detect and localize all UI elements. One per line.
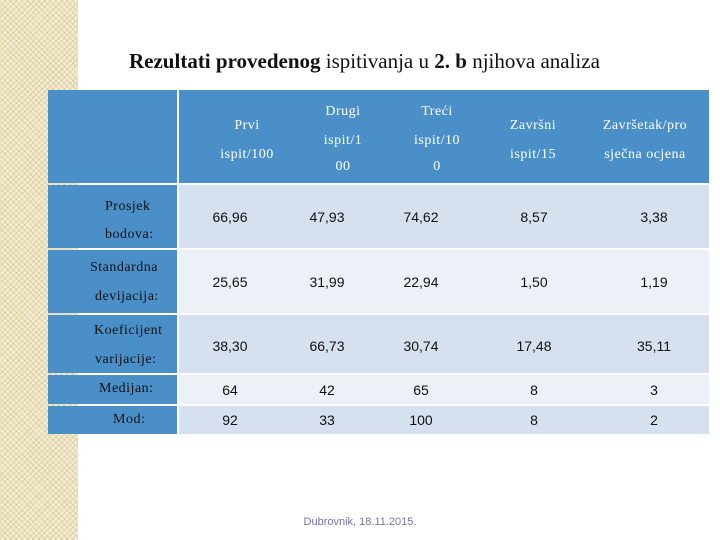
column-header-line: ispit/10 <box>413 133 460 148</box>
column-header-line: ispit/100 <box>220 147 274 162</box>
column-header-line: Prvi <box>234 118 260 133</box>
title-bold-part1: Rezultati provedenog <box>129 49 321 73</box>
table-cell: 17,48 <box>516 338 552 354</box>
column-header-treci: Treći ispit/10 0 <box>389 102 485 177</box>
table-cell: 25,65 <box>212 273 248 290</box>
column-header-line: Završni <box>509 118 557 133</box>
column-header-line: Završetak/pro <box>602 118 688 133</box>
table-cell: 31,99 <box>309 273 345 290</box>
table-header-row: Prvi ispit/100 Drugi ispit/1 00 Treći is… <box>179 90 709 183</box>
table-cell: 2 <box>650 412 658 428</box>
table-cell: 38,30 <box>212 338 248 354</box>
table-cell: 42 <box>319 381 335 398</box>
column-header-line: 00 <box>335 159 351 174</box>
column-header-drugi: Drugi ispit/1 00 <box>297 102 389 177</box>
row-label-line: Mod: <box>113 412 146 427</box>
table-row: 92 33 100 8 2 <box>179 406 709 434</box>
table-cell: 65 <box>413 381 429 398</box>
table-cell: 35,11 <box>637 338 671 354</box>
table-cell: 64 <box>222 381 238 398</box>
slide-title: Rezultati provedenog ispitivanja u 2. b … <box>129 49 600 74</box>
table-cell: 1,19 <box>640 273 668 290</box>
column-header-prvi: Prvi ispit/100 <box>199 116 295 165</box>
table-cell: 8 <box>530 381 538 398</box>
row-label-line: Standardna <box>90 260 158 275</box>
row-label-koeficijent: Koeficijent varijacije: <box>48 315 177 373</box>
row-label-line: Prosjek <box>105 199 151 214</box>
table-cell: 74,62 <box>403 208 439 225</box>
column-header-line: Drugi <box>325 104 361 119</box>
row-label-line: varijacije: <box>95 352 157 367</box>
column-header-zavrsni: Završni ispit/15 <box>489 116 577 165</box>
column-header-line: 0 <box>433 159 441 174</box>
row-label-line: bodova: <box>105 227 154 242</box>
table-row: 38,30 66,73 30,74 17,48 35,11 <box>179 315 709 373</box>
column-header-line: sječna ocjena <box>604 147 686 162</box>
row-label-medijan: Medijan: <box>48 375 177 404</box>
row-label-mod: Mod: <box>48 406 177 434</box>
row-label-line: devijacija: <box>95 289 159 304</box>
table-cell: 92 <box>222 412 238 428</box>
table-row: 64 42 65 8 3 <box>179 375 709 404</box>
table-cell: 30,74 <box>403 338 439 354</box>
table-cell: 33 <box>319 412 335 428</box>
table-cell: 8 <box>530 412 538 428</box>
title-part2: ispitivanja u <box>320 49 435 73</box>
slide-footer: Dubrovnik, 18.11.2015. <box>303 516 417 528</box>
table-cell: 3,38 <box>640 208 668 225</box>
title-bold-part3: 2. b <box>434 49 467 73</box>
table-cell: 47,93 <box>309 208 345 225</box>
table-row: 25,65 31,99 22,94 1,50 1,19 <box>179 250 709 313</box>
table-cell: 66,73 <box>309 338 345 354</box>
row-label-prosjek: Prosjek bodova: <box>48 185 177 248</box>
table-cell: 100 <box>409 412 433 428</box>
table-cell: 66,96 <box>212 208 248 225</box>
row-label-line: Koeficijent <box>94 323 163 338</box>
table-row: 66,96 47,93 74,62 8,57 3,38 <box>179 185 709 248</box>
table-cell: 1,50 <box>520 273 548 290</box>
row-label-standardna: Standardna devijacija: <box>48 250 177 313</box>
table-cell: 22,94 <box>403 273 439 290</box>
row-label-line: Medijan: <box>99 381 154 396</box>
table-corner-cell <box>48 90 177 183</box>
table-cell: 3 <box>650 381 658 398</box>
column-header-line: ispit/1 <box>323 133 363 148</box>
table-cell: 8,57 <box>520 208 548 225</box>
column-header-line: ispit/15 <box>509 147 556 162</box>
column-header-zavrsetak: Završetak/pro sječna ocjena <box>581 116 709 165</box>
column-header-line: Treći <box>421 104 453 119</box>
title-part4: njihova analiza <box>466 49 600 73</box>
